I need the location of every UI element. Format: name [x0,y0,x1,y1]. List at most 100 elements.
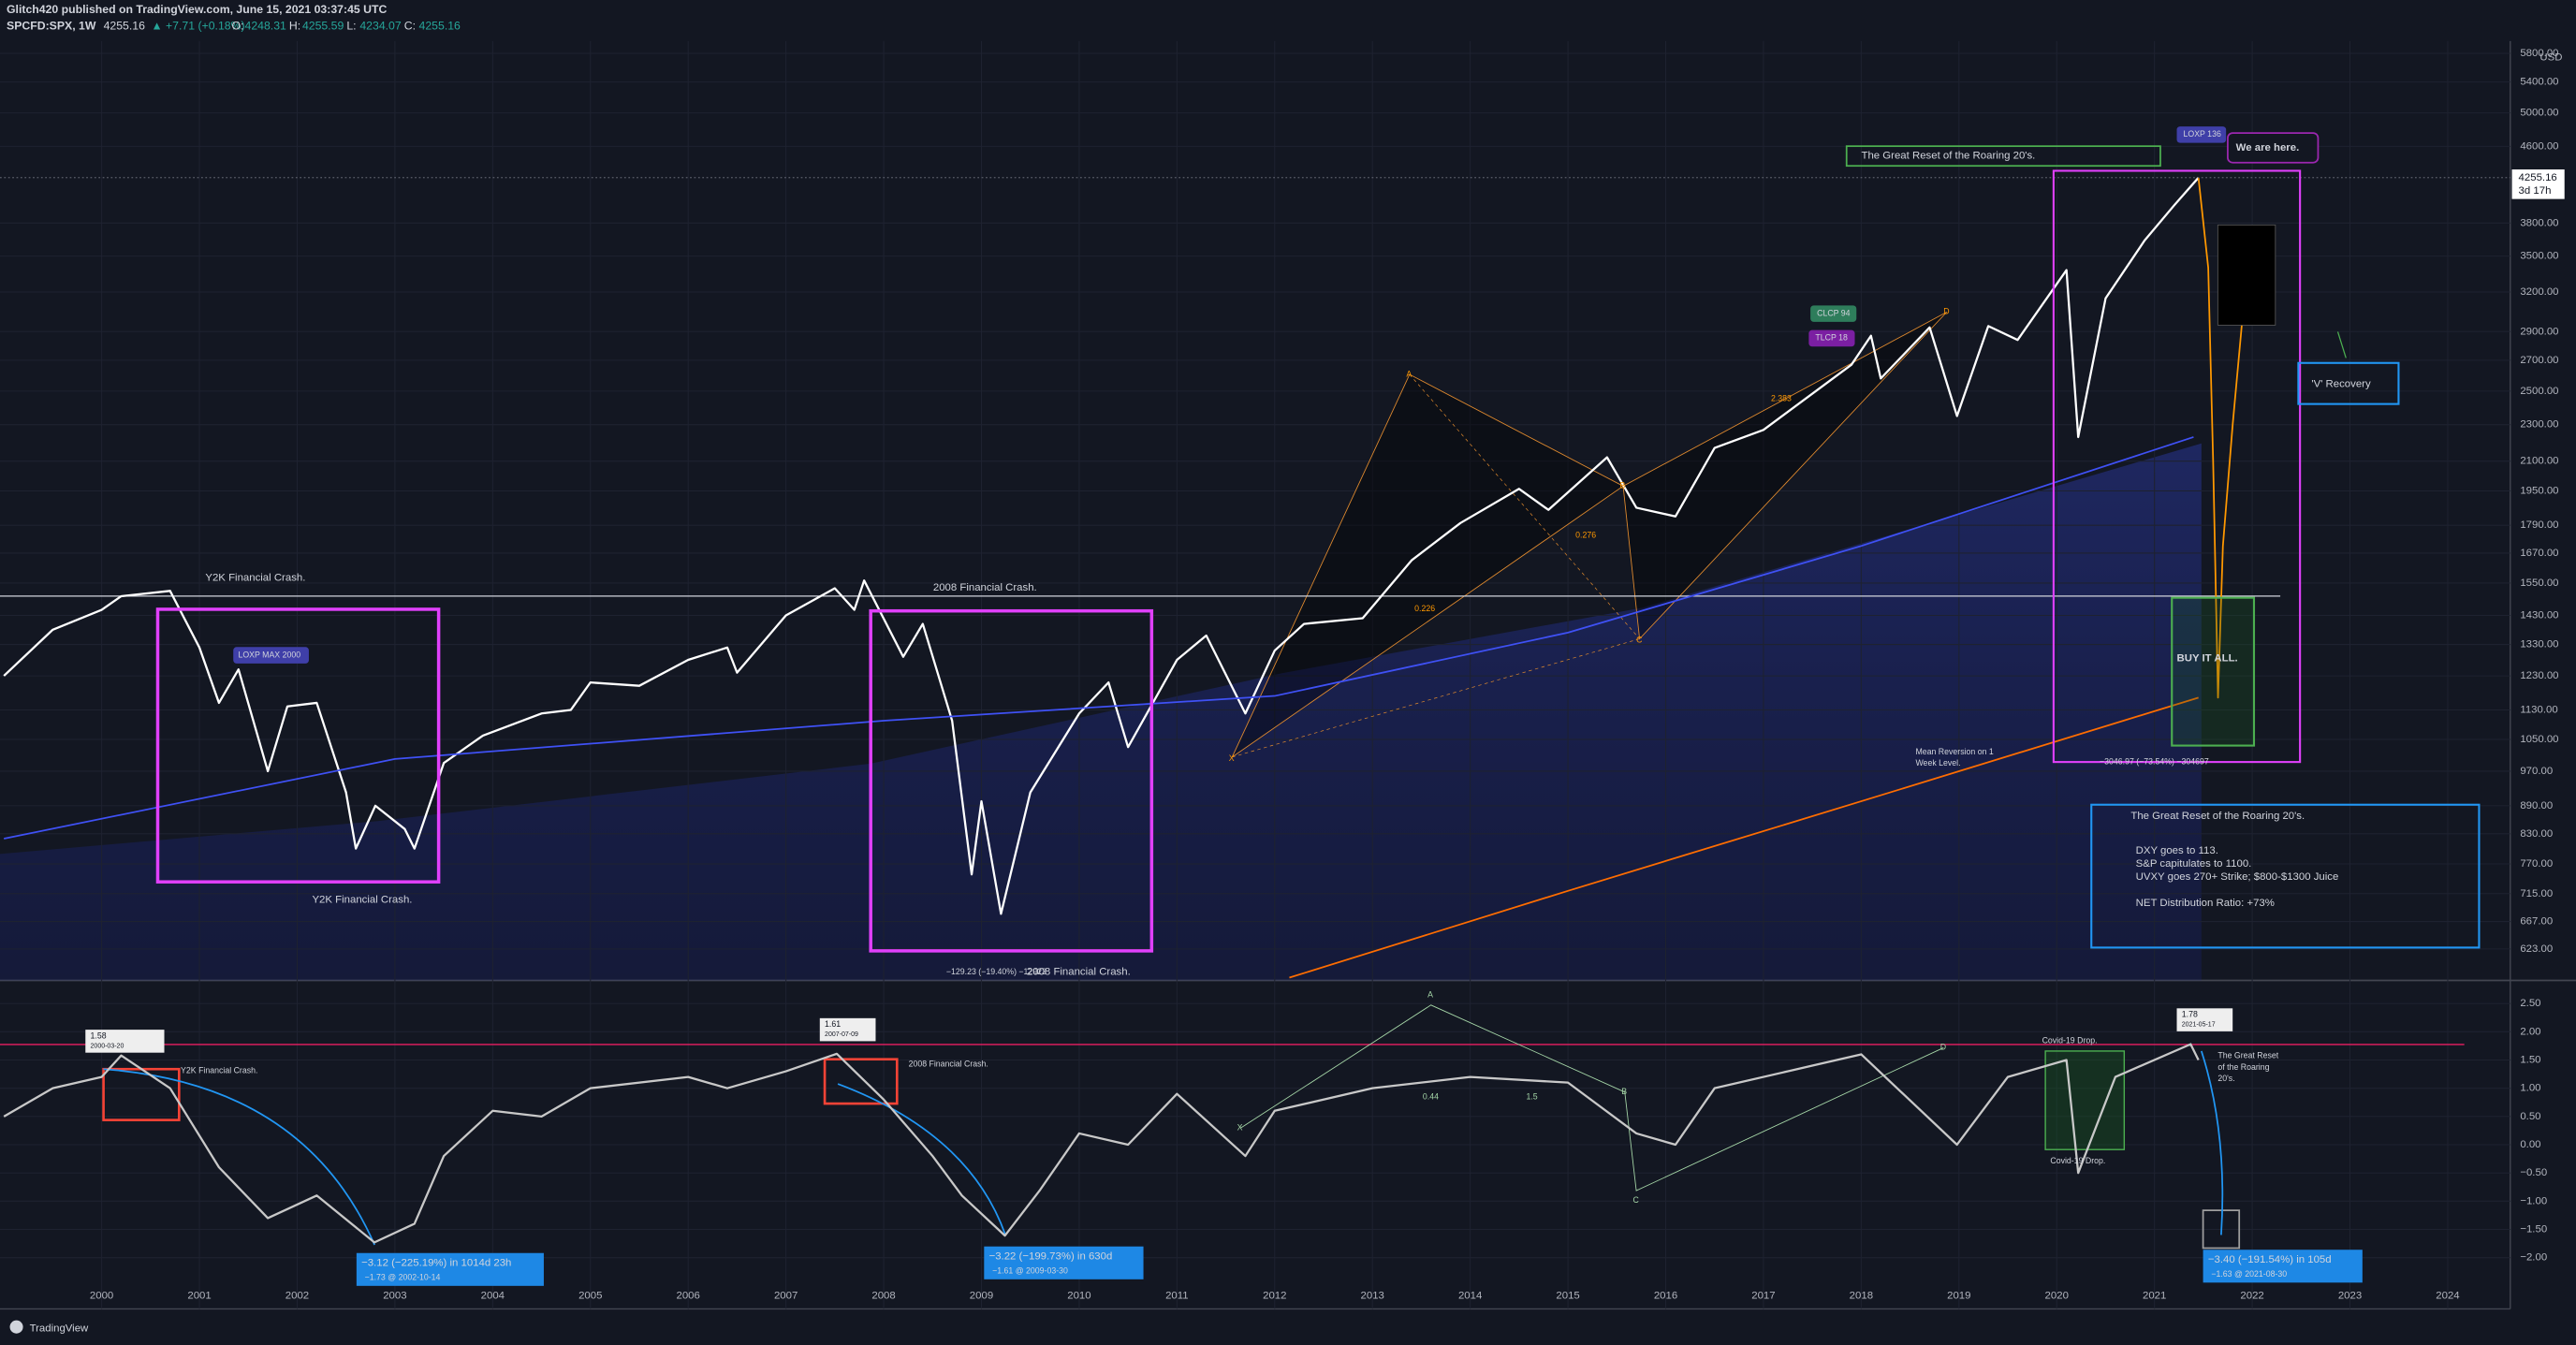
annotation: 2008 Financial Crash. [933,582,1037,593]
y-tick-label: −2.00 [2520,1252,2547,1264]
covid-box [2044,1050,2126,1150]
last: 4255.16 [104,19,146,32]
logo [9,1320,23,1334]
x-tick-label: 2015 [1556,1290,1579,1301]
drop-sub: −1.73 @ 2002-10-14 [365,1272,441,1281]
x-tick-label: 2008 [871,1290,895,1301]
x-tick-label: 2014 [1458,1290,1482,1301]
drop-label: −3.12 (−225.19%) in 1014d 23h [361,1257,511,1268]
x-tick-label: 2002 [285,1290,309,1301]
ohlc-label: H: [289,19,300,32]
annotation: 'V' Recovery [2311,379,2371,390]
pattern-point: C [1636,636,1642,645]
y-tick-label: 970.00 [2520,766,2553,777]
ohlc-value: 4234.07 [359,19,402,32]
drop-label: −3.40 (−191.54%) in 105d [2208,1254,2332,1265]
pattern-point: X [1229,753,1235,763]
author-line: Glitch420 published on TradingView.com, … [7,3,387,16]
y-tick-label: 1050.00 [2520,734,2558,745]
y-tick-label: 2100.00 [2520,456,2558,467]
info-title: The Great Reset of the Roaring 20's. [2130,811,2305,822]
info-line: UVXY goes 270+ Strike; $800-$1300 Juice [2136,871,2339,883]
series-line [2197,177,2244,699]
v-box [2297,361,2400,405]
annotation: Y2K Financial Crash. [205,573,305,584]
drop-label-box [984,1246,1144,1279]
y-tick-label: −1.00 [2520,1195,2547,1206]
y-tick-label: 2.50 [2520,998,2540,1009]
y-tick-label: 1430.00 [2520,610,2558,621]
pattern-ratio: 0.276 [1575,530,1596,539]
y-tick-label: 1790.00 [2520,519,2558,531]
ohlc-label: C: [404,19,416,32]
annotation: −3046.97 (−73.54%) −304697 [2100,756,2209,766]
band-area [0,443,2202,981]
x-tick-label: 2013 [1361,1290,1384,1301]
info-line: NET Distribution Ratio: +73% [2136,898,2275,909]
y-tick-label: 1550.00 [2520,577,2558,589]
annotation: 20's. [2217,1074,2234,1083]
last-price-box [2511,169,2565,199]
x-tick-label: 2007 [774,1290,798,1301]
y-tick-label: 0.00 [2520,1139,2540,1150]
harmonic-line [1232,373,1640,758]
tag-box [1845,145,2161,168]
series-line [4,436,2194,840]
buy-box [2171,596,2256,747]
y-tick-label: −0.50 [2520,1167,2547,1178]
x-tick-label: 2012 [1263,1290,1286,1301]
y-tick-label: 1.00 [2520,1083,2540,1094]
series-line [1289,696,2199,979]
y-tick-label: 1670.00 [2520,548,2558,559]
pattern-ratio: 2.383 [1771,394,1792,403]
callout [2227,132,2320,164]
pattern-point: A [1427,990,1433,1000]
drop-label-box [356,1252,544,1286]
ohlc-value: 4248.31 [245,19,287,32]
annotation: Mean Reversion on 1 [1915,747,1993,756]
x-tick-label: 2001 [187,1290,211,1301]
last-price-label: 4255.16 [2519,172,2557,183]
y-tick-label: 623.00 [2520,943,2553,955]
pattern-point: B [1620,481,1626,490]
projection-arc [103,1050,2224,1246]
annotation: of the Roaring [2217,1062,2269,1072]
x-tick-label: 2003 [383,1290,406,1301]
annotation: Covid-19 Drop. [2042,1036,2098,1045]
x-tick-label: 2018 [1850,1290,1873,1301]
series-line [3,177,2200,915]
y-tick-label: 2500.00 [2520,386,2558,397]
annotation: BUY IT ALL. [2177,653,2238,665]
pattern-point: D [1943,307,1949,316]
pattern-point: C [1633,1195,1639,1205]
y-tick-label: 5800.00 [2520,48,2558,59]
drop-sub: −1.61 @ 2009-03-30 [992,1265,1068,1275]
badge [233,647,309,664]
peak-label: 1.61 [825,1019,841,1029]
x-tick-label: 2006 [677,1290,700,1301]
y-tick-label: −1.50 [2520,1224,2547,1235]
y-tick-label: 1.50 [2520,1055,2540,1066]
badge-label: LOXP MAX 2000 [238,650,300,659]
harmonic-triangle [1231,373,1624,759]
x-tick-label: 2023 [2338,1290,2362,1301]
x-tick-label: 2010 [1067,1290,1090,1301]
arrow [2336,331,2347,358]
brand: TradingView [30,1323,89,1334]
y-tick-label: 890.00 [2520,800,2553,811]
y-tick-label: 2.00 [2520,1026,2540,1037]
peak-label-box [85,1030,165,1053]
ohlc-label: L: [346,19,356,32]
x-tick-label: 2017 [1751,1290,1775,1301]
ohlc-label: O: [231,19,243,32]
pattern-ratio: 1.5 [1526,1091,1537,1101]
series-line [3,1043,2200,1244]
highlight-box [155,607,441,884]
black-box [2217,224,2276,326]
x-tick-label: 2019 [1947,1290,1970,1301]
y-tick-label: 1330.00 [2520,639,2558,651]
y-tick-label: 1950.00 [2520,485,2558,496]
x-tick-label: 2009 [970,1290,993,1301]
